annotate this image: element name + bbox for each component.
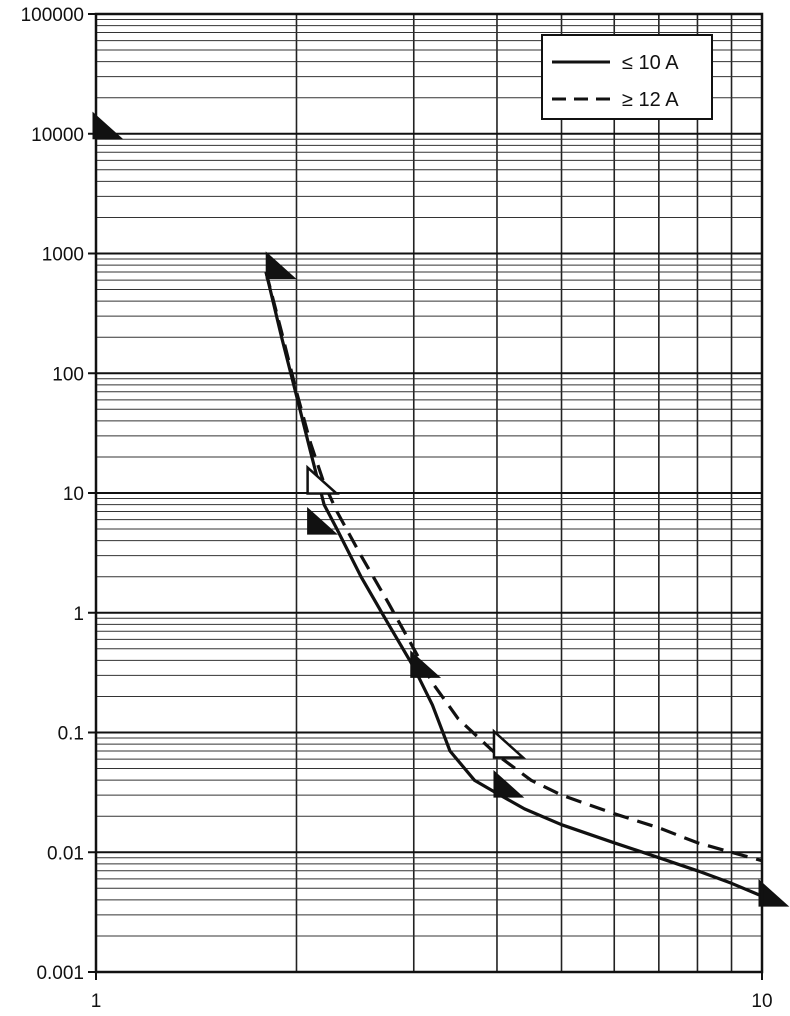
series-layer — [264, 271, 763, 898]
y-tick-label: 100000 — [21, 5, 84, 26]
y-tick-label: 10000 — [31, 125, 84, 146]
legend: ≤ 10 A ≥ 12 A — [541, 34, 713, 120]
filled-triangle-marker — [410, 650, 442, 678]
filled-triangle-marker — [265, 251, 297, 279]
y-tick-label: 0.001 — [36, 963, 84, 984]
series-line-ge-12a — [264, 271, 763, 863]
legend-label-le-10a: ≤ 10 A — [622, 52, 679, 74]
x-tick-label: 10 — [751, 991, 772, 1012]
y-tick-label: 1 — [73, 604, 84, 625]
open-triangle-marker — [492, 728, 527, 759]
y-tick-label: 1000 — [42, 245, 84, 266]
y-tick-label: 100 — [52, 364, 84, 385]
legend-box — [541, 34, 713, 120]
legend-label-ge-12a: ≥ 12 A — [622, 89, 679, 111]
axis-layer: 0.001 0.01 0.1 1 10 100 1000 10000 100000 1 10 — [21, 5, 773, 1012]
filled-triangle-marker — [493, 769, 525, 798]
x-tick-label: 1 — [91, 991, 102, 1012]
open-triangle-marker — [306, 464, 340, 495]
filled-triangle-marker — [307, 506, 338, 535]
filled-triangle-marker — [758, 879, 790, 907]
y-tick-label: 0.1 — [58, 724, 84, 745]
y-tick-label: 10 — [63, 484, 84, 505]
y-tick-label: 0.01 — [47, 843, 84, 864]
series-line-le-10a — [264, 271, 763, 898]
marker-layer — [92, 111, 790, 907]
filled-triangle-marker — [92, 111, 124, 140]
minor-grid — [96, 14, 762, 972]
